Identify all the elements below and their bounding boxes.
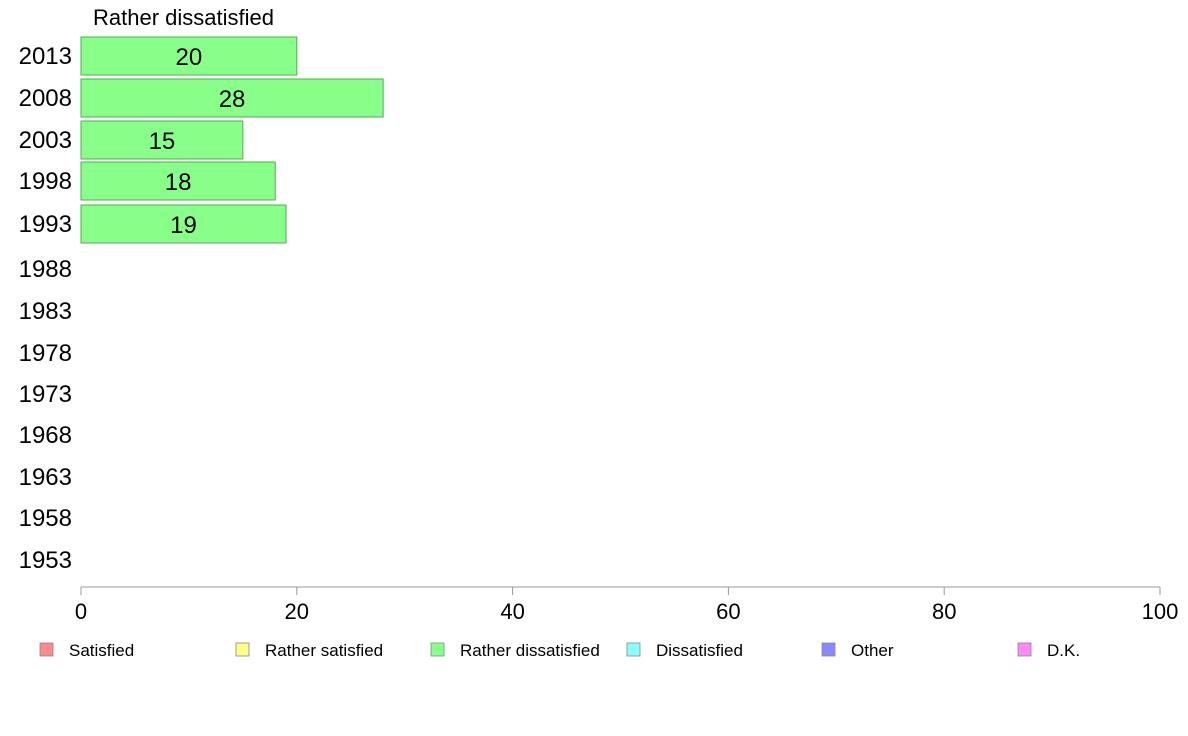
y-tick-label-2003: 2003 (19, 127, 72, 154)
bars-group: 20 28 15 18 19 (80, 36, 384, 244)
data-label-1998: 18 (165, 169, 192, 196)
legend-swatch-other (821, 642, 836, 657)
x-tick-label-20: 20 (285, 599, 309, 624)
y-tick-label-1983: 1983 (19, 298, 72, 325)
chart-title: Rather dissatisfied (93, 5, 274, 30)
x-tick-label-40: 40 (500, 599, 524, 624)
bar-2008 (80, 78, 384, 118)
y-tick-label-1953: 1953 (19, 547, 72, 574)
y-tick-label-1963: 1963 (19, 464, 72, 491)
y-tick-label-1968: 1968 (19, 422, 72, 449)
legend-label-rather-satisfied: Rather satisfied (265, 641, 383, 660)
legend-swatch-satisfied (39, 642, 54, 657)
y-axis-labels: 2013 2008 2003 1998 1993 1988 1983 1978 1973 1968… (19, 43, 72, 574)
data-label-1993: 19 (170, 212, 197, 239)
legend: Satisfied Rather satisfied Rather dissatis… (39, 641, 1080, 660)
y-tick-label-2013: 2013 (19, 43, 72, 70)
bar-1993 (80, 204, 287, 244)
y-tick-label-1958: 1958 (19, 505, 72, 532)
legend-label-rather-dissatisfied: Rather dissatisfied (460, 641, 600, 660)
bar-2013 (80, 36, 298, 76)
legend-swatch-d-k (1017, 642, 1032, 657)
bar-1998 (80, 161, 276, 201)
y-tick-label-1988: 1988 (19, 256, 72, 283)
y-tick-label-1993: 1993 (19, 211, 72, 238)
bar-2003 (80, 120, 244, 160)
x-tick-label-80: 80 (932, 599, 956, 624)
legend-label-other: Other (851, 641, 894, 660)
x-tick-label-0: 0 (75, 599, 87, 624)
legend-swatch-dissatisfied (626, 642, 641, 657)
x-tick-label-100: 100 (1142, 599, 1179, 624)
data-label-2008: 28 (219, 86, 246, 113)
x-tick-label-60: 60 (716, 599, 740, 624)
legend-swatch-rather-dissatisfied (430, 642, 445, 657)
legend-label-dissatisfied: Dissatisfied (656, 641, 743, 660)
legend-label-satisfied: Satisfied (69, 641, 134, 660)
legend-swatch-rather-satisfied (235, 642, 250, 657)
y-tick-label-1973: 1973 (19, 381, 72, 408)
y-tick-label-1978: 1978 (19, 340, 72, 367)
data-label-2003: 15 (149, 128, 176, 155)
data-label-2013: 20 (176, 44, 203, 71)
y-tick-label-2008: 2008 (19, 85, 72, 112)
legend-label-d-k: D.K. (1047, 641, 1080, 660)
x-axis: 0 20 40 60 80 100 (75, 586, 1179, 624)
y-tick-label-1998: 1998 (19, 168, 72, 195)
